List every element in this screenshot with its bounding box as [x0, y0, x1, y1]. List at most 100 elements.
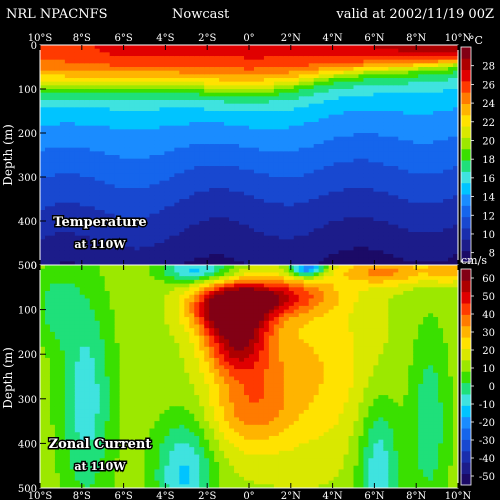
- field-cell: [333, 136, 340, 141]
- field-cell: [54, 96, 61, 101]
- field-cell: [194, 118, 200, 123]
- field-cell: [159, 45, 166, 50]
- field-cell: [154, 243, 161, 248]
- field-cell: [303, 188, 310, 193]
- field-cell: [338, 118, 345, 123]
- field-cell: [59, 45, 66, 50]
- field-cell: [149, 243, 156, 248]
- field-cell: [258, 191, 265, 196]
- field-cell: [69, 239, 76, 244]
- field-cell: [194, 151, 200, 156]
- field-cell: [298, 217, 305, 222]
- field-cell: [263, 67, 270, 72]
- field-cell: [64, 144, 71, 149]
- field-cell: [204, 155, 210, 160]
- field-cell: [234, 125, 240, 130]
- field-cell: [179, 118, 185, 123]
- field-cell: [298, 136, 305, 141]
- field-cell: [189, 111, 195, 116]
- field-cell: [134, 136, 141, 141]
- field-cell: [398, 213, 404, 218]
- field-cell: [99, 210, 106, 215]
- field-cell: [54, 169, 61, 174]
- field-cell: [323, 188, 330, 193]
- field-cell: [169, 85, 175, 90]
- field-cell: [343, 45, 350, 50]
- field-cell: [353, 100, 360, 105]
- field-cell: [288, 151, 295, 156]
- field-cell: [49, 239, 56, 244]
- field-cell: [224, 89, 230, 94]
- field-cell: [273, 133, 280, 138]
- field-cell: [219, 48, 225, 53]
- field-cell: [204, 92, 210, 97]
- field-cell: [194, 173, 200, 178]
- field-cell: [219, 261, 225, 265]
- field-cell: [448, 224, 454, 229]
- field-cell: [139, 243, 146, 248]
- field-cell: [149, 107, 156, 112]
- field-cell: [258, 232, 265, 237]
- field-cell: [179, 158, 185, 163]
- field-cell: [164, 232, 170, 237]
- field-cell: [433, 235, 439, 240]
- field-cell: [129, 173, 136, 178]
- field-cell: [453, 81, 458, 86]
- field-cell: [84, 136, 91, 141]
- field-cell: [119, 180, 126, 185]
- field-cell: [258, 111, 265, 116]
- field-cell: [298, 243, 305, 248]
- field-cell: [443, 136, 449, 141]
- field-cell: [249, 221, 255, 226]
- field-cell: [54, 257, 61, 262]
- field-cell: [169, 250, 175, 255]
- field-cell: [448, 151, 454, 156]
- field-cell: [99, 125, 106, 130]
- field-cell: [89, 239, 96, 244]
- field-cell: [398, 140, 404, 145]
- field-cell: [224, 221, 230, 226]
- field-cell: [413, 254, 419, 259]
- field-cell: [134, 133, 141, 138]
- field-cell: [378, 59, 384, 64]
- field-cell: [308, 257, 315, 262]
- field-cell: [224, 144, 230, 149]
- field-cell: [348, 206, 355, 211]
- field-cell: [219, 173, 225, 178]
- field-cell: [373, 169, 379, 174]
- field-cell: [278, 129, 285, 134]
- field-cell: [418, 129, 424, 134]
- field-cell: [333, 199, 340, 204]
- field-cell: [393, 254, 399, 259]
- field-cell: [154, 147, 161, 152]
- field-cell: [323, 235, 330, 240]
- field-cell: [318, 56, 325, 61]
- field-cell: [278, 52, 285, 57]
- field-cell: [438, 92, 444, 97]
- field-cell: [333, 177, 340, 182]
- field-cell: [40, 89, 46, 94]
- field-cell: [64, 151, 71, 156]
- field-cell: [204, 158, 210, 163]
- field-cell: [403, 151, 409, 156]
- field-cell: [134, 206, 141, 211]
- field-cell: [174, 118, 180, 123]
- field-cell: [114, 228, 121, 233]
- field-cell: [239, 217, 245, 222]
- field-cell: [338, 210, 345, 215]
- field-cell: [403, 199, 409, 204]
- field-cell: [114, 188, 121, 193]
- field-cell: [283, 206, 290, 211]
- field-cell: [84, 158, 91, 163]
- field-cell: [268, 63, 275, 68]
- field-cell: [353, 151, 360, 156]
- field-cell: [273, 136, 280, 141]
- field-cell: [179, 195, 185, 200]
- field-cell: [69, 202, 76, 207]
- field-cell: [368, 114, 375, 119]
- field-cell: [99, 243, 106, 248]
- field-cell: [373, 239, 379, 244]
- field-cell: [258, 202, 265, 207]
- field-cell: [199, 180, 205, 185]
- field-cell: [363, 169, 370, 174]
